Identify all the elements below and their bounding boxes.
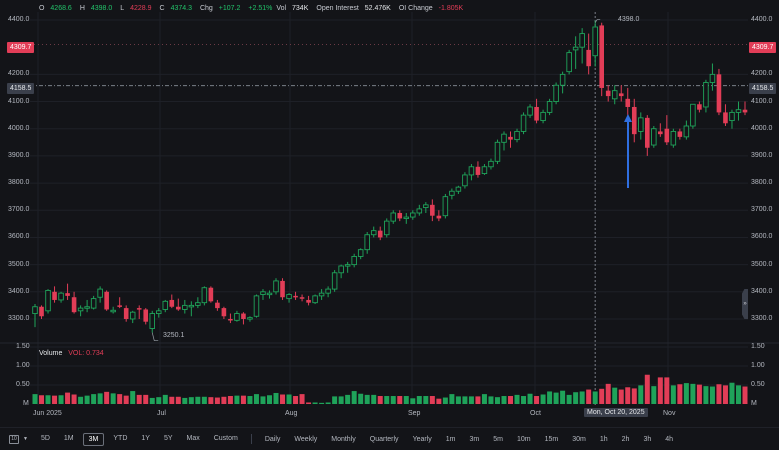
interval-button-3h[interactable]: 3h	[643, 435, 652, 443]
interval-button-4h[interactable]: 4h	[665, 435, 674, 443]
last-price-badge-right: 4309.7	[749, 42, 777, 53]
range-button-5d[interactable]: 5D	[40, 434, 50, 442]
range-buttons: 5D 1M 3M YTD 1Y 5Y Max Custom	[34, 432, 245, 446]
volume-value: 734K	[292, 5, 309, 12]
axis-tick-label: 3900.0	[751, 151, 773, 159]
axis-tick-label: 3700.0	[751, 206, 773, 214]
volume-label: Vol	[276, 5, 287, 12]
axis-tick-label: 3500.0	[8, 260, 30, 268]
volume-legend: Volume VOL: 0.734	[39, 350, 104, 357]
interval-button-weekly[interactable]: Weekly	[294, 435, 318, 443]
open-label: O	[39, 5, 45, 12]
open-interest-value: 52.476K	[364, 5, 391, 12]
oi-change-label: OI Change	[398, 5, 433, 12]
interval-button-1m[interactable]: 1m	[445, 435, 456, 443]
axis-tick-label: 0.50	[751, 381, 765, 388]
change-value: +107.2	[218, 5, 241, 12]
change-label: Chg	[199, 5, 213, 12]
bottom-toolbar: 10 ▼ 5D 1M 3M YTD 1Y 5Y Max Custom Daily Weekly M…	[0, 427, 779, 450]
interval-button-1h[interactable]: 1h	[599, 435, 608, 443]
chevron-down-icon[interactable]: ▼	[23, 436, 28, 442]
x-label-jul: Jul	[157, 410, 166, 417]
x-label-aug: Aug	[285, 410, 298, 417]
axis-tick-label: 3300.0	[751, 314, 773, 322]
axis-tick-label: 3400.0	[751, 287, 773, 295]
calendar-icon[interactable]: 10	[9, 434, 19, 444]
range-button-ytd[interactable]: YTD	[113, 434, 128, 442]
axis-tick-label: 1.50	[16, 343, 30, 350]
x-label-nov: Nov	[663, 410, 676, 417]
low-label: L	[120, 5, 125, 12]
interval-buttons: Daily Weekly Monthly Quarterly Yearly 1m 3m 5m 1…	[258, 434, 680, 445]
interval-button-quarterly[interactable]: Quarterly	[369, 435, 399, 443]
axis-tick-label: 3500.0	[751, 260, 773, 268]
axis-tick-label: 4400.0	[751, 16, 773, 23]
axis-tick-label: 4400.0	[8, 16, 30, 23]
x-label-sep: Sep	[408, 410, 421, 417]
volume-value-label: VOL: 0.734	[68, 350, 104, 357]
low-value: 4228.9	[130, 5, 152, 12]
axis-tick-label: 4200.0	[8, 70, 30, 78]
period-low-label: 3250.1	[163, 332, 185, 339]
axis-tick-label: M	[23, 400, 29, 407]
close-label: C	[159, 5, 165, 12]
crosshair-price-badge-left: 4158.5	[7, 83, 35, 94]
range-button-1m[interactable]: 1M	[63, 434, 74, 442]
collapse-panel-handle[interactable]: »	[742, 289, 748, 319]
axis-tick-label: 1.00	[16, 362, 30, 369]
toolbar-divider	[250, 434, 252, 444]
axis-tick-label: 3300.0	[8, 314, 30, 322]
crosshair-price-badge-right: 4158.5	[749, 83, 777, 94]
interval-button-monthly[interactable]: Monthly	[331, 435, 356, 443]
x-label-oct: Oct	[530, 410, 541, 417]
oi-change-value: -1.805K	[438, 5, 464, 12]
interval-button-10m[interactable]: 10m	[516, 435, 531, 443]
interval-button-5m[interactable]: 5m	[493, 435, 503, 443]
axis-tick-label: 4100.0	[8, 97, 30, 105]
ohlc-legend: O 4268.6 H 4398.0 L 4228.9 C 4374.3 Chg …	[39, 5, 471, 12]
axis-tick-label: 1.00	[751, 362, 765, 369]
interval-button-yearly[interactable]: Yearly	[412, 435, 432, 443]
axis-tick-label: 4200.0	[751, 70, 773, 78]
axis-tick-label: 3800.0	[751, 179, 773, 187]
range-button-1y[interactable]: 1Y	[141, 434, 150, 442]
range-button-max[interactable]: Max	[186, 434, 200, 442]
last-price-badge-left: 4309.7	[7, 42, 35, 53]
high-label: H	[79, 5, 85, 12]
high-value: 4398.0	[90, 5, 113, 12]
interval-button-30m[interactable]: 30m	[572, 435, 586, 443]
axis-tick-label: 3400.0	[8, 287, 30, 295]
axis-tick-label: 0.50	[16, 381, 30, 388]
range-button-5y[interactable]: 5Y	[163, 434, 173, 442]
crosshair-date-badge: Mon, Oct 20, 2025	[584, 408, 648, 417]
range-button-custom[interactable]: Custom	[213, 434, 238, 442]
period-high-label: 4398.0	[618, 16, 640, 23]
price-chart[interactable]	[0, 0, 779, 427]
axis-tick-label: 3700.0	[8, 206, 30, 214]
axis-tick-label: 3800.0	[8, 179, 30, 187]
range-button-3m[interactable]: 3M	[82, 432, 105, 446]
axis-tick-label: 3900.0	[8, 151, 30, 159]
change-percent: +2.51%	[248, 5, 273, 12]
interval-button-15m[interactable]: 15m	[544, 435, 559, 443]
axis-tick-label: 1.50	[751, 343, 765, 350]
axis-tick-label: 4000.0	[8, 124, 30, 132]
axis-tick-label: 3600.0	[751, 233, 773, 241]
axis-tick-label: 4000.0	[751, 124, 773, 132]
axis-tick-label: 3600.0	[8, 233, 30, 241]
volume-title: Volume	[39, 350, 63, 357]
axis-tick-label: M	[751, 400, 757, 407]
open-value: 4268.6	[50, 5, 72, 12]
open-interest-label: Open Interest	[316, 5, 359, 12]
close-value: 4374.3	[170, 5, 192, 12]
interval-button-3m[interactable]: 3m	[469, 435, 480, 443]
interval-button-daily[interactable]: Daily	[264, 435, 281, 443]
interval-button-2h[interactable]: 2h	[621, 435, 630, 443]
axis-tick-label: 4100.0	[751, 97, 773, 105]
x-label-jun: Jun 2025	[33, 410, 62, 417]
